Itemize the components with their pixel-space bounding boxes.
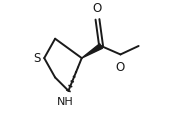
Text: O: O <box>116 61 125 74</box>
Text: NH: NH <box>56 97 73 107</box>
Text: O: O <box>93 2 102 15</box>
Polygon shape <box>82 44 103 58</box>
Text: S: S <box>33 52 41 65</box>
